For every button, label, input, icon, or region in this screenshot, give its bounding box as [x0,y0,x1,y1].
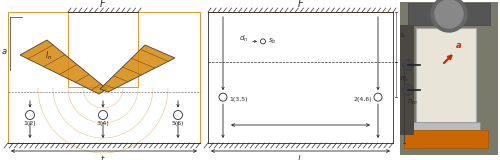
Text: 2(4,6): 2(4,6) [354,97,372,102]
Text: $w_s$: $w_s$ [399,75,409,84]
Polygon shape [20,40,107,94]
Text: F: F [100,0,106,9]
Circle shape [403,85,413,95]
Text: $s_r$: $s_r$ [399,32,407,41]
Text: 5(6): 5(6) [172,121,184,126]
FancyBboxPatch shape [404,130,488,148]
Text: 3(4): 3(4) [96,121,110,126]
Text: $h_m$: $h_m$ [407,97,418,108]
Text: a: a [456,41,462,50]
Text: 1(3,5): 1(3,5) [229,97,248,102]
FancyBboxPatch shape [408,3,490,25]
Text: $l_n$: $l_n$ [45,49,52,62]
Circle shape [403,60,413,70]
Text: F: F [298,0,304,9]
Text: $t_s$: $t_s$ [100,153,108,160]
FancyBboxPatch shape [412,122,480,130]
Circle shape [435,0,463,28]
Text: a: a [2,48,7,56]
Text: 1(2): 1(2) [24,121,36,126]
Polygon shape [100,45,175,92]
Text: $s_b$: $s_b$ [268,37,276,46]
FancyBboxPatch shape [400,2,498,155]
FancyBboxPatch shape [400,25,414,135]
Circle shape [431,0,467,32]
Text: $l_s$: $l_s$ [297,153,304,160]
FancyBboxPatch shape [416,28,476,123]
Text: $d_n$: $d_n$ [239,34,248,44]
